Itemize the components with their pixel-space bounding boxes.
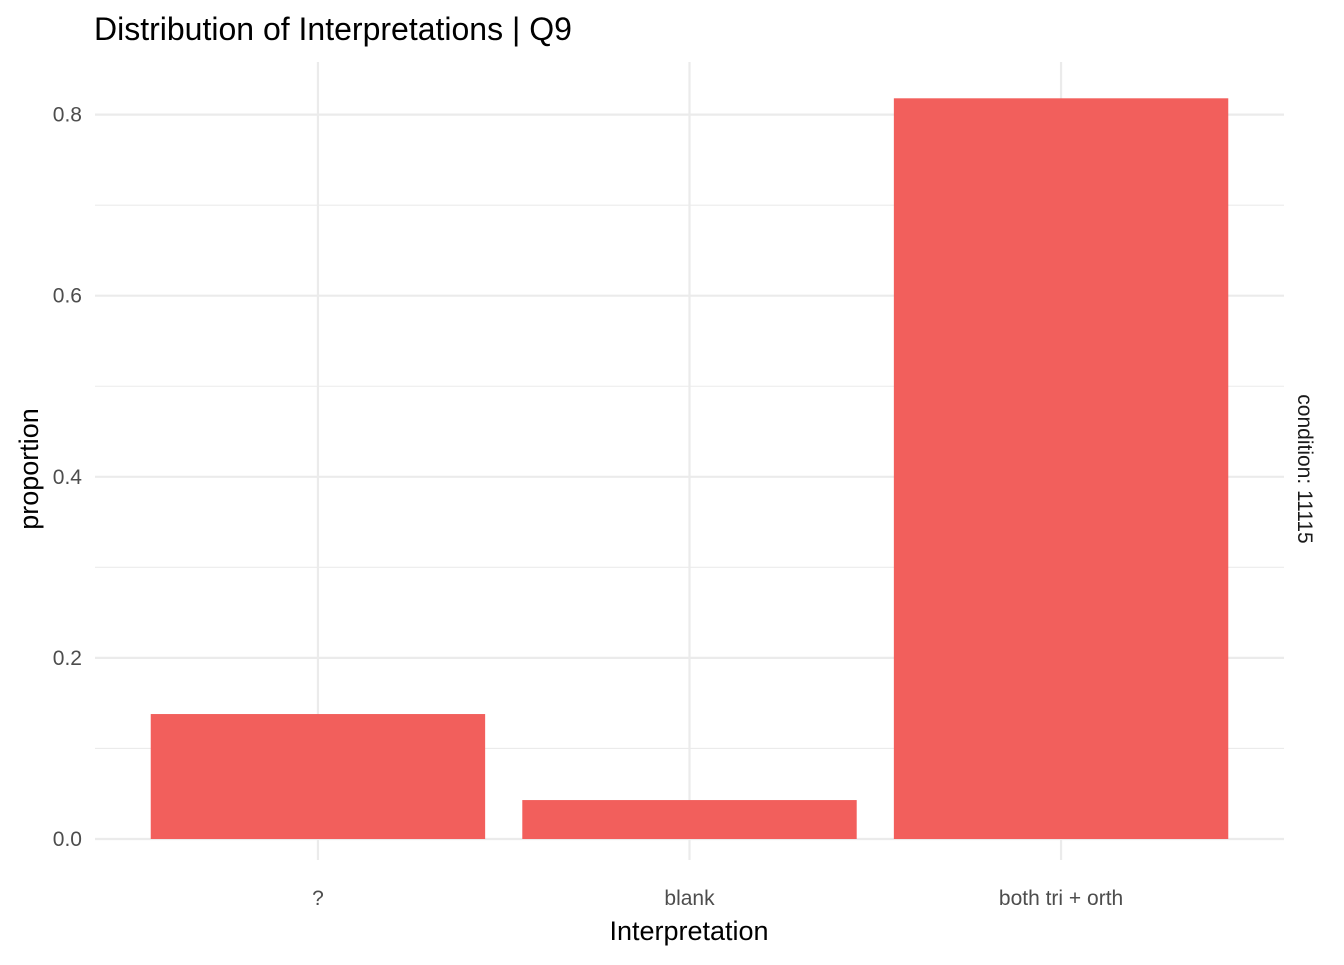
facet-strip-label: condition: 11115 [1293,394,1316,543]
bar-layer [150,98,1229,839]
x-tick-label: blank [664,887,715,910]
x-tick-label: ? [312,887,324,910]
y-tick-label: 0.8 [53,104,82,127]
y-tick-label: 0.2 [53,647,82,670]
tick-layer: 0.0 0.2 0.4 0.6 0.8? blank both tri + orth [53,104,1123,910]
bar [893,98,1229,839]
y-tick-label: 0.0 [53,828,82,851]
y-axis-title: proportion [14,408,44,530]
x-axis-title: Interpretation [609,916,768,946]
bar [522,800,857,839]
bar [150,714,486,839]
chart-title: Distribution of Interpretations | Q9 [94,11,572,47]
y-tick-label: 0.4 [53,466,83,489]
x-tick-label: both tri + orth [999,887,1123,910]
y-tick-label: 0.6 [53,285,82,308]
